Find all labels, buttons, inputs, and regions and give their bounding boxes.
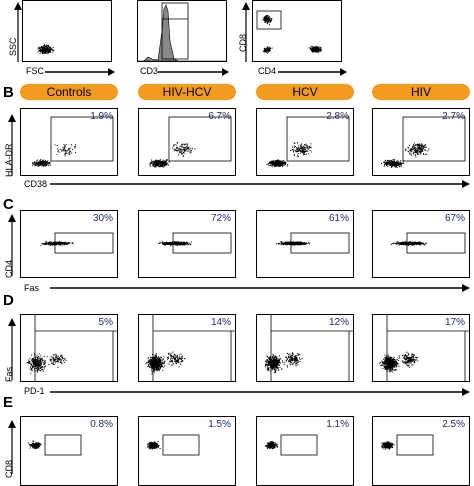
axis-label-hla-dr: HLA-DR — [4, 143, 14, 177]
section-letter-d: D — [3, 292, 14, 309]
section_d-percent-2: 14% — [211, 317, 231, 328]
section_c-percent-3: 61% — [329, 213, 349, 224]
section_e-percent-3: 1.1% — [326, 419, 349, 430]
section_b-plot-3: 2.8% — [256, 108, 354, 176]
section_b-percent-2: 6.7% — [208, 111, 231, 122]
section_d-plot-1: 5% — [20, 314, 118, 382]
axis-label-cd38: CD38 — [24, 179, 47, 189]
section_b-percent-4: 2.7% — [442, 111, 465, 122]
section-letter-b: B — [3, 84, 14, 101]
section_b-percent-3: 2.8% — [326, 111, 349, 122]
section_d-percent-1: 5% — [99, 317, 113, 328]
section_e-percent-2: 1.5% — [208, 419, 231, 430]
section_d-percent-4: 17% — [445, 317, 465, 328]
axis-label-cd4-c: CD4 — [4, 260, 14, 278]
section-letter-e: E — [3, 394, 13, 411]
section_d-plot-2: 14% — [138, 314, 236, 382]
section_e-plot-1: 0.8% — [20, 416, 118, 486]
section_e-plot-2: 1.5% — [138, 416, 236, 486]
section_c-plot-1: 30% — [20, 210, 118, 278]
section_d-plot-3: 12% — [256, 314, 354, 382]
group-pill-hcv: HCV — [256, 84, 354, 100]
section_b-plot-1: 1.9% — [20, 108, 118, 176]
axis-label-cd8-e: CD8 — [4, 460, 14, 478]
section_d-plot-4: 17% — [372, 314, 470, 382]
section_c-percent-4: 67% — [445, 213, 465, 224]
group-pill-controls: Controls — [20, 84, 118, 100]
section_c-plot-3: 61% — [256, 210, 354, 278]
group-pill-hiv: HIV — [372, 84, 470, 100]
section_c-plot-4: 67% — [372, 210, 470, 278]
axis-label-pd1: PD-1 — [24, 386, 45, 396]
section_c-percent-2: 72% — [211, 213, 231, 224]
section_c-plot-2: 72% — [138, 210, 236, 278]
section_e-plot-3: 1.1% — [256, 416, 354, 486]
section_d-percent-3: 12% — [329, 317, 349, 328]
axis-label-fas-c: Fas — [24, 283, 39, 293]
axis-label-fas-d: Fas — [4, 367, 14, 382]
section_e-plot-4: 2.5% — [372, 416, 470, 486]
section_b-plot-4: 2.7% — [372, 108, 470, 176]
section_b-plot-2: 6.7% — [138, 108, 236, 176]
section-a-arrows — [0, 0, 474, 80]
section_e-percent-1: 0.8% — [90, 419, 113, 430]
section_e-percent-4: 2.5% — [442, 419, 465, 430]
section-letter-c: C — [3, 196, 14, 213]
group-pill-hiv-hcv: HIV-HCV — [138, 84, 236, 100]
section_c-percent-1: 30% — [93, 213, 113, 224]
section_b-percent-1: 1.9% — [90, 111, 113, 122]
